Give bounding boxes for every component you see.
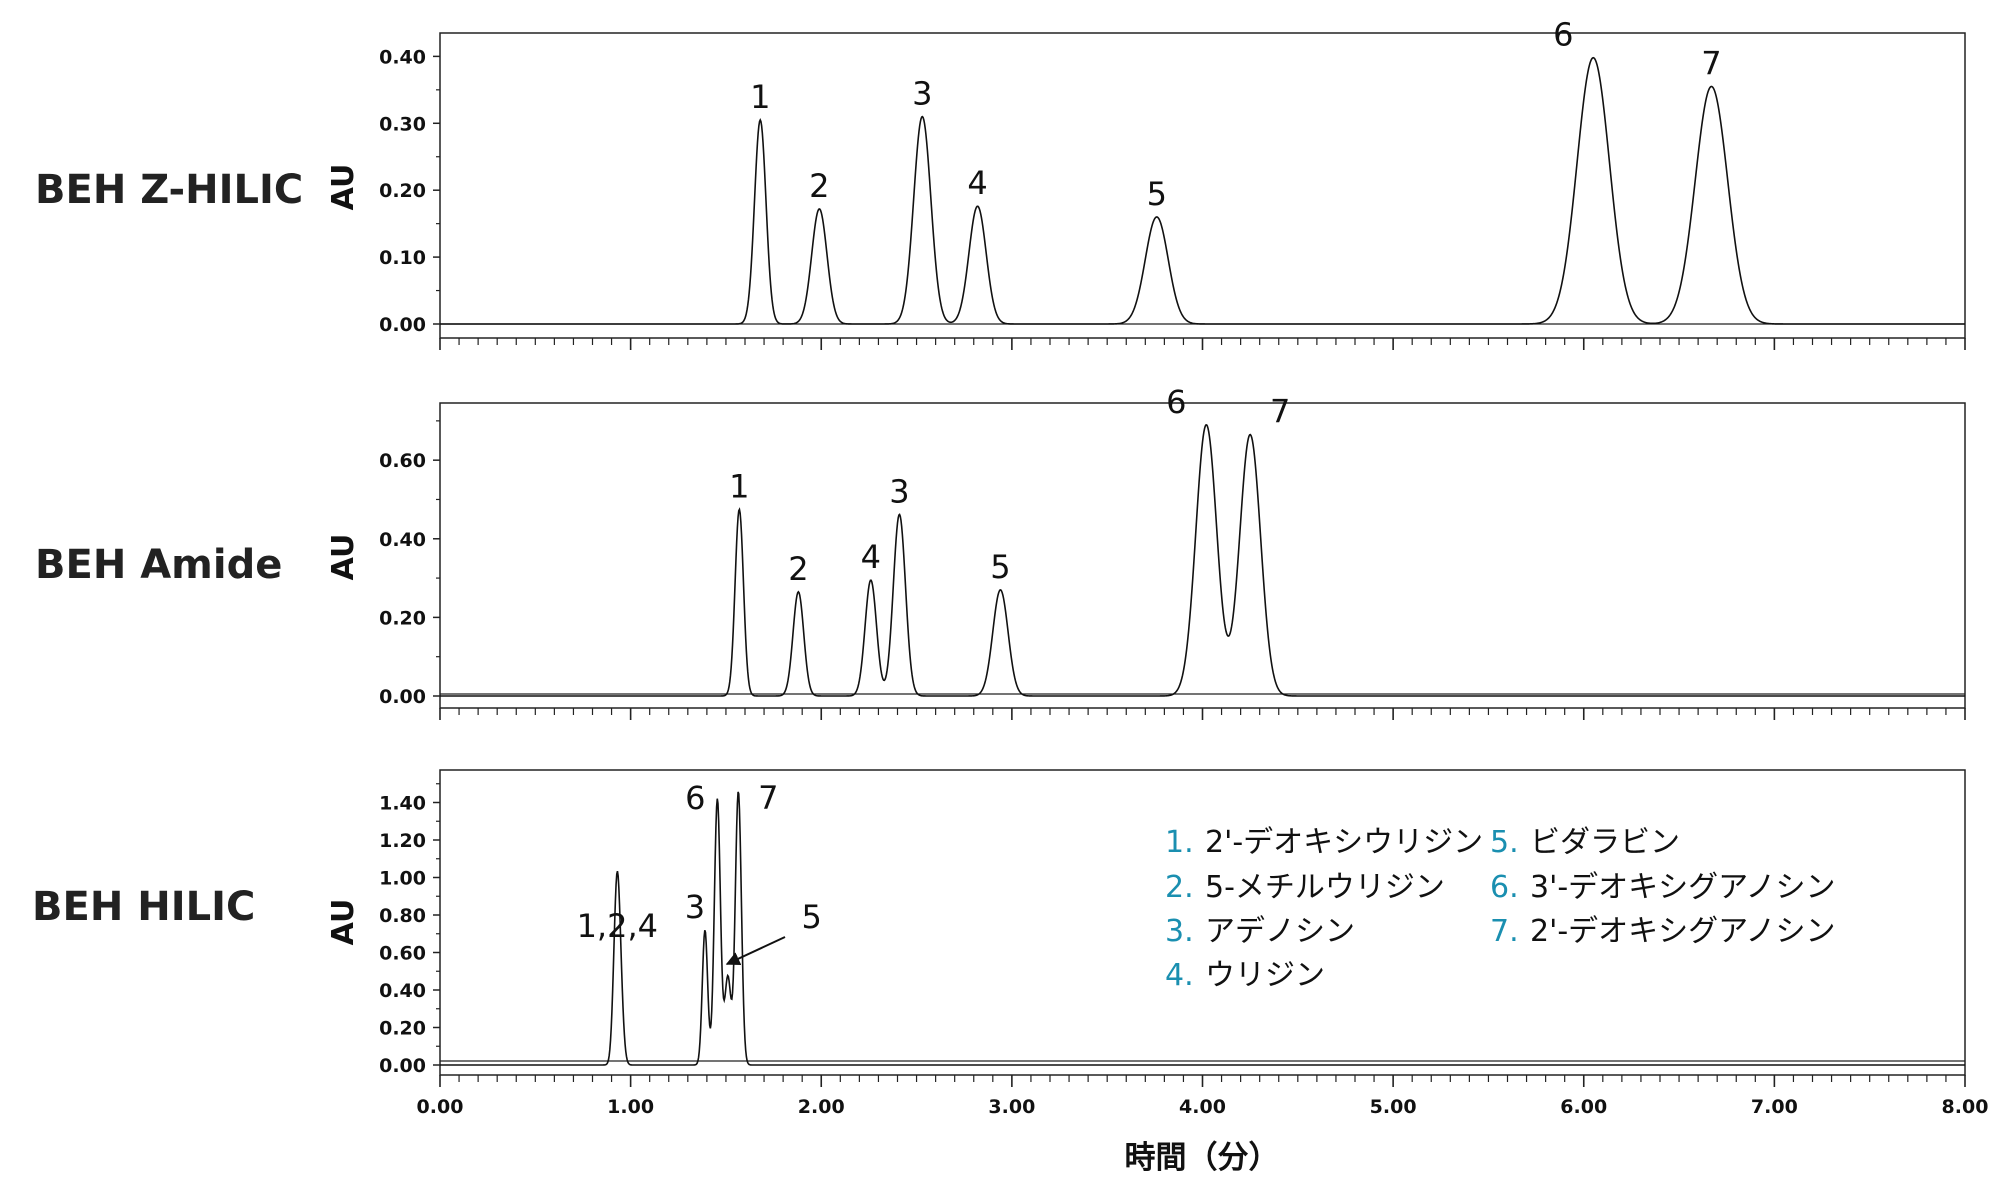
legend-item: 4. ウリジン (1165, 958, 1325, 993)
y-tick-label: 1.20 (379, 830, 426, 852)
panel-amide: BEH Amide AU 0.00 0.20 0.40 0.60 1 2 43 5 6 7 (35, 383, 1966, 720)
peak-label: 5 (802, 898, 822, 936)
legend-compound: ウリジン (1205, 958, 1325, 993)
plot-frame (439, 32, 1966, 339)
y-tick-label: 0.60 (379, 450, 426, 472)
legend-item: 7. 2'-デオキシグアノシン (1490, 914, 1835, 949)
peak-label: 7 (758, 779, 778, 817)
legend-number: 4. (1165, 958, 1194, 993)
legend-number: 6. (1490, 870, 1519, 905)
x-tick-label: 8.00 (1942, 1096, 1989, 1118)
peak-label: 5 (1147, 175, 1167, 213)
peak-label: 1,2,4 (577, 907, 658, 945)
legend-number: 2. (1165, 870, 1194, 905)
y-tick-label: 0.20 (379, 1018, 426, 1040)
peak-label: 6 (685, 779, 705, 817)
x-tick-label: 6.00 (1560, 1096, 1607, 1118)
legend-number: 7. (1490, 914, 1519, 949)
x-tick-label: 3.00 (988, 1096, 1035, 1118)
y-axis-label: AU (326, 899, 361, 946)
peak-labels: 1,2,4 3 6 5 7 (577, 779, 822, 945)
x-tick-label: 5.00 (1370, 1096, 1417, 1118)
column-label: BEH Amide (35, 542, 282, 588)
peak-label: 3 (889, 472, 909, 510)
peak-labels: 1 2 3 4 5 6 7 (750, 16, 1722, 213)
x-tick-labels: 0.00 1.00 2.00 3.00 4.00 5.00 6.00 7.00 8.00 (417, 1096, 1989, 1118)
peak-label: 6 (1553, 16, 1573, 54)
peak-label: 7 (1701, 44, 1721, 82)
y-tick-label: 1.40 (379, 793, 426, 815)
peak-label: 3 (912, 75, 932, 113)
y-axis-label: AU (326, 164, 361, 211)
compound-legend: 1. 2'-デオキシウリジン 2. 5-メチルウリジン 3. アデノシン 4. ウリジン 5. ビ… (1165, 825, 1835, 993)
x-axis-title: 時間（分） (1125, 1140, 1280, 1176)
y-tick-label: 0.20 (379, 180, 426, 202)
peak-5-arrow (725, 936, 786, 966)
legend-item: 6. 3'-デオキシグアノシン (1490, 870, 1835, 905)
legend-item: 1. 2'-デオキシウリジン (1165, 825, 1483, 860)
legend-compound: アデノシン (1205, 914, 1355, 949)
legend-item: 5. ビダラビン (1490, 825, 1680, 860)
peak-labels: 1 2 43 5 6 7 (729, 383, 1290, 588)
peak-label: 5 (990, 548, 1010, 586)
legend-number: 1. (1165, 825, 1194, 860)
y-tick-label: 0.60 (379, 943, 426, 965)
y-axis-label: AU (326, 534, 361, 581)
legend-item: 2. 5-メチルウリジン (1165, 870, 1445, 905)
x-ticks (439, 693, 1966, 720)
column-label: BEH HILIC (32, 884, 255, 930)
chromatogram-trace (440, 791, 1965, 1066)
y-ticks: 0.00 0.20 0.40 0.60 (379, 420, 440, 708)
chromatogram-trace (440, 424, 1965, 697)
legend-compound: 5-メチルウリジン (1205, 870, 1445, 905)
peak-label: 4 (967, 164, 987, 202)
x-tick-label: 4.00 (1179, 1096, 1226, 1118)
x-tick-label: 2.00 (798, 1096, 845, 1118)
legend-compound: 3'-デオキシグアノシン (1530, 870, 1835, 905)
y-tick-label: 0.40 (379, 529, 426, 551)
y-tick-label: 0.20 (379, 607, 426, 629)
legend-item: 3. アデノシン (1165, 914, 1355, 949)
y-tick-label: 0.00 (379, 686, 426, 708)
x-tick-label: 0.00 (417, 1096, 464, 1118)
peak-label: 2 (809, 167, 829, 205)
legend-number: 3. (1165, 914, 1194, 949)
legend-compound: 2'-デオキシグアノシン (1530, 914, 1835, 949)
x-tick-label: 1.00 (607, 1096, 654, 1118)
y-tick-label: 0.00 (379, 314, 426, 336)
y-tick-label: 1.00 (379, 868, 426, 890)
legend-number: 5. (1490, 825, 1519, 860)
peak-label: 4 (861, 538, 881, 576)
peak-label: 6 (1166, 383, 1186, 421)
legend-compound: 2'-デオキシウリジン (1205, 825, 1483, 860)
peak-label: 3 (685, 888, 705, 926)
x-ticks (439, 323, 1966, 350)
y-ticks: 0.00 0.20 0.40 0.60 0.80 1.00 1.20 1.40 (379, 783, 440, 1077)
x-ticks (439, 1060, 1966, 1087)
peak-label: 7 (1270, 393, 1290, 431)
column-label: BEH Z-HILIC (35, 167, 303, 213)
peak-label: 1 (750, 78, 770, 116)
legend-compound: ビダラビン (1530, 825, 1680, 860)
y-tick-label: 0.40 (379, 980, 426, 1002)
panel-z-hilic: BEH Z-HILIC AU 0.00 0.10 0.20 0.30 0.40 1 2 3 4… (35, 16, 1966, 350)
y-tick-label: 0.40 (379, 46, 426, 68)
y-tick-label: 0.10 (379, 247, 426, 269)
x-tick-label: 7.00 (1751, 1096, 1798, 1118)
y-tick-label: 0.00 (379, 1055, 426, 1077)
chromatogram-trace (440, 56, 1965, 325)
peak-label: 1 (729, 467, 749, 505)
y-tick-label: 0.80 (379, 905, 426, 927)
peak-label: 2 (788, 550, 808, 588)
panel-hilic: BEH HILIC AU 0.000.200.400.600.801.001.2… (32, 769, 1966, 1087)
y-tick-label: 0.30 (379, 113, 426, 135)
y-ticks: 0.00 0.10 0.20 0.30 0.40 (379, 46, 440, 336)
